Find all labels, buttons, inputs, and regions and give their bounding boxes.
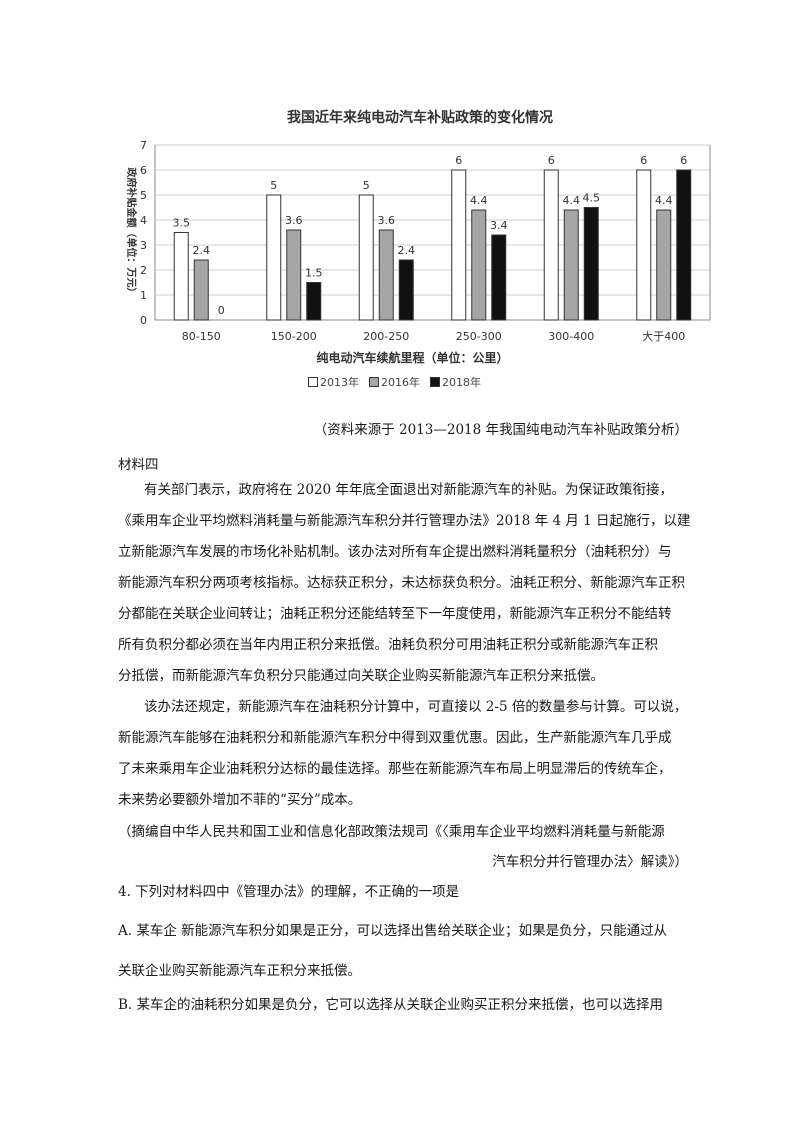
chart-legend: 2013年 2016年 2018年 — [308, 374, 481, 390]
bar — [306, 282, 322, 321]
paragraph1-line: 立新能源汽车发展的市场化补贴机制。该办法对所有车企提出燃料消耗量积分（油耗积分）… — [118, 544, 672, 560]
x-tick-label: 80-150 — [182, 330, 221, 343]
paragraph2-line: 了未来乘用车企业油耗积分达标的最佳选择。那些在新能源汽车布局上明显滞后的传统车企… — [118, 761, 672, 777]
bar — [378, 229, 394, 321]
y-tick-label: 2 — [140, 264, 147, 277]
y-tick-label: 6 — [140, 164, 147, 177]
x-tick-label: 250-300 — [456, 330, 502, 343]
bar — [398, 259, 414, 321]
legend-item-2018: 2018年 — [430, 374, 481, 390]
legend-swatch-2013 — [308, 377, 318, 387]
paragraph1-line: 分抵偿，而新能源汽车负积分只能通过向关联企业购买新能源汽车正积分来抵偿。 — [118, 668, 604, 684]
data-label: 6 — [680, 154, 687, 167]
bar — [451, 169, 467, 321]
legend-item-2016: 2016年 — [369, 374, 420, 390]
y-tick-label: 4 — [140, 214, 147, 227]
y-tick-label: 0 — [140, 314, 147, 327]
paragraph1-line: 《乘用车企业平均燃料消耗量与新能源汽车积分并行管理办法》2018 年 4 月 1… — [118, 513, 691, 529]
x-tick-label: 大于400 — [642, 329, 685, 343]
data-label: 0 — [218, 304, 225, 317]
bar — [583, 207, 599, 321]
bar-chart: 0 1 2 3 4 5 6 7 80-150 3.5 2.4 0 150-200 5 3.6 1.5 200-2… — [125, 139, 711, 365]
bar — [656, 209, 672, 321]
data-label: 3.6 — [285, 214, 303, 227]
option-a: A. 某车企 新能源汽车积分如果是正分，可以选择出售给关联企业；如果是负分，只能… — [118, 923, 668, 939]
y-tick-label: 3 — [140, 239, 147, 252]
bar — [676, 169, 692, 321]
data-label: 4.5 — [583, 192, 601, 205]
data-label: 6 — [640, 154, 647, 167]
data-label: 6 — [548, 154, 555, 167]
y-axis-label: 政府补贴金额（单位：万元） — [125, 168, 138, 298]
bar — [471, 209, 487, 321]
legend-item-2013: 2013年 — [308, 374, 359, 390]
bar — [193, 259, 209, 321]
y-tick-label: 1 — [140, 289, 147, 302]
bar — [358, 194, 374, 321]
x-axis-label: 纯电动汽车续航里程（单位：公里） — [316, 350, 508, 365]
data-label: 4.4 — [655, 194, 673, 207]
source-note: （资料来源于 2013—2018 年我国纯电动汽车补贴政策分析） — [313, 422, 688, 438]
bar — [563, 209, 579, 321]
paragraph2-line: 新能源汽车能够在油耗积分和新能源汽车积分中得到双重优惠。因此，生产新能源汽车几乎… — [118, 730, 672, 746]
paragraph1-line: 有关部门表示，政府将在 2020 年年底全面退出对新能源汽车的补贴。为保证政策衔… — [144, 482, 673, 498]
data-label: 4.4 — [470, 194, 488, 207]
legend-swatch-2018 — [430, 377, 440, 387]
bar — [636, 169, 652, 321]
legend-swatch-2016 — [369, 377, 379, 387]
x-tick-label: 300-400 — [548, 330, 594, 343]
paragraph1-line: 所有负积分都必须在当年内用正积分来抵偿。油耗负积分可用油耗正积分或新能源汽车正积 — [118, 637, 658, 653]
data-label: 4.4 — [563, 194, 581, 207]
citation-line: （摘编自中华人民共和国工业和信息化部政策法规司《〈乘用车企业平均燃料消耗量与新能… — [118, 824, 665, 840]
paragraph1-line: 新能源汽车积分两项考核指标。达标获正积分，未达标获负积分。油耗正积分、新能源汽车… — [118, 575, 685, 591]
option-a-continued: 关联企业购买新能源汽车正积分来抵偿。 — [118, 963, 361, 979]
paragraph2-line: 该办法还规定，新能源汽车在油耗积分计算中，可直接以 2-5 倍的数量参与计算。可… — [144, 699, 688, 715]
citation-line: 汽车积分并行管理办法〉解读》） — [492, 854, 688, 870]
material-label: 材料四 — [118, 457, 159, 473]
plot-area — [154, 144, 711, 321]
data-label: 2.4 — [398, 244, 416, 257]
legend-label-2013: 2013年 — [320, 376, 359, 389]
x-tick-label: 200-250 — [363, 330, 409, 343]
data-label: 5 — [270, 179, 277, 192]
x-tick-label: 150-200 — [271, 330, 317, 343]
legend-label-2018: 2018年 — [442, 376, 481, 389]
bar — [491, 234, 507, 321]
data-label: 6 — [455, 154, 462, 167]
option-b: B. 某车企的油耗积分如果是负分，它可以选择从关联企业购买正积分来抵偿，也可以选… — [118, 997, 664, 1013]
data-label: 2.4 — [193, 244, 211, 257]
y-tick-label: 5 — [140, 189, 147, 202]
legend-label-2016: 2016年 — [381, 376, 420, 389]
bar — [286, 229, 302, 321]
bar — [173, 232, 189, 321]
data-label: 3.5 — [173, 217, 191, 230]
paragraph2-line: 未来势必要额外增加不菲的“买分”成本。 — [118, 792, 362, 808]
chart-title: 我国近年来纯电动汽车补贴政策的变化情况 — [287, 110, 553, 126]
bar — [543, 169, 559, 321]
y-tick-label: 7 — [140, 139, 147, 152]
data-label: 3.6 — [378, 214, 396, 227]
data-label: 3.4 — [490, 219, 508, 232]
question-4: 4. 下列对材料四中《管理办法》的理解，不正确的一项是 — [118, 884, 460, 900]
paragraph1-line: 分都能在关联企业间转让；油耗正积分还能结转至下一年度使用，新能源汽车正积分不能结… — [118, 606, 672, 622]
bar — [266, 194, 282, 321]
data-label: 1.5 — [305, 267, 323, 280]
data-label: 5 — [363, 179, 370, 192]
